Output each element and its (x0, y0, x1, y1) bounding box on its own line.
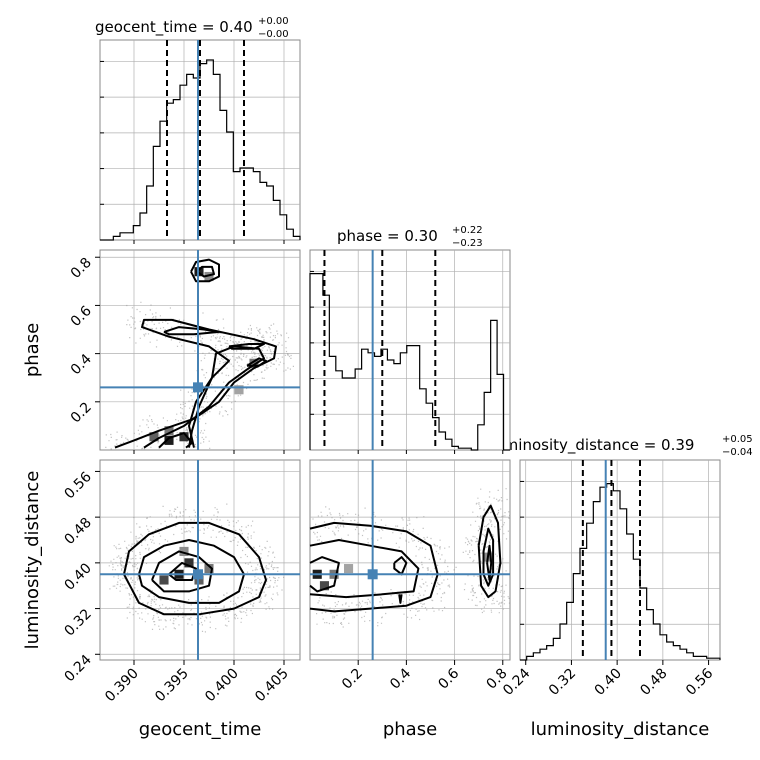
contour-geocent_time-luminosity_distance-0 (123, 521, 267, 616)
ytick-label-luminosity_distance-3: 0.48 (61, 515, 94, 548)
xtick-label-luminosity_distance-3: 0.48 (637, 666, 670, 699)
panel-frame-geocent_time-phase (99, 249, 301, 451)
hist-1d-phase (309, 273, 510, 451)
ytick-label-luminosity_distance-0: 0.24 (61, 652, 94, 685)
xlabel-luminosity-distance: luminosity_distance (531, 719, 710, 740)
ytick-label-phase-2: 0.6 (68, 303, 95, 330)
xtick-label-luminosity_distance-4: 0.56 (683, 665, 716, 698)
xtick-label-phase-1: 0.4 (387, 665, 414, 692)
title-phase-sub: −0.23 (452, 238, 483, 249)
contour-phase-luminosity_distance-3 (393, 556, 408, 576)
ytick-label-luminosity_distance-2: 0.40 (61, 560, 94, 593)
title-geocent-time-sup: +0.00 (258, 16, 289, 27)
title-luminosity-distance-sup: +0.05 (722, 434, 753, 445)
hist-2d-cell-geocent_time-phase-5 (204, 271, 214, 282)
xtick-label-phase-0: 0.2 (339, 666, 366, 693)
panel-frame-geocent_time-luminosity_distance (99, 459, 301, 661)
xtick-label-luminosity_distance-2: 0.40 (592, 666, 625, 699)
contour-geocent_time-luminosity_distance-2 (151, 550, 213, 593)
hist-2d-cell-geocent_time-phase-7 (234, 385, 244, 395)
contour-geocent_time-phase-4 (228, 343, 265, 350)
panel-frame-luminosity_distance (519, 459, 721, 661)
hist-1d-luminosity_distance (520, 483, 721, 661)
title-phase: phase = 0.30 (337, 227, 438, 245)
hist-2d-cell-geocent_time-luminosity_distance-2 (159, 575, 169, 585)
title-geocent-time: geocent_time = 0.40 (95, 18, 253, 37)
hist-2d-cell-geocent_time-luminosity_distance-0 (184, 558, 194, 568)
ylabel-phase: phase (22, 323, 43, 377)
hist-2d-cell-geocent_time-phase-2 (179, 432, 189, 442)
panels-layer: 0.390 0.395 0.400 0.405 0.2 0.4 0.6 0.8 0.24 0.32… (61, 39, 721, 706)
contour-geocent_time-phase-1 (143, 345, 265, 449)
contour-phase-luminosity_distance-4 (477, 504, 502, 599)
hist-2d-cell-geocent_time-phase-0 (149, 432, 159, 442)
hist-2d-cell-geocent_time-phase-3 (164, 426, 174, 436)
title-luminosity-distance: luminosity_distance = 0.39 (490, 436, 694, 455)
xtick-label-luminosity_distance-0: 0.24 (500, 665, 533, 698)
hist-2d-cell-geocent_time-phase-1 (164, 435, 174, 445)
xtick-label-geocent_time-1: 0.395 (152, 666, 192, 706)
contour-geocent_time-phase-2 (158, 432, 193, 449)
hist-2d-cell-phase-luminosity_distance-3 (344, 564, 354, 574)
xtick-label-luminosity_distance-1: 0.32 (546, 666, 579, 699)
density-points-geocent_time-phase (105, 301, 294, 450)
contour-phase-luminosity_distance-7 (398, 594, 403, 604)
title-geocent-time-sub: −0.00 (258, 29, 289, 40)
title-phase-sup: +0.22 (452, 225, 483, 236)
contour-geocent_time-phase-3 (163, 326, 220, 336)
truth-marker-phase-luminosity_distance (367, 569, 378, 580)
ytick-label-phase-3: 0.8 (68, 255, 95, 282)
hist-2d-cell-phase-luminosity_distance-1 (319, 581, 330, 591)
ytick-label-phase-1: 0.4 (68, 351, 95, 378)
contour-geocent_time-phase-7 (196, 265, 215, 278)
hist-2d-cell-geocent_time-luminosity_distance-5 (179, 546, 189, 556)
contour-geocent_time-phase-5 (246, 357, 267, 367)
ytick-label-luminosity_distance-1: 0.32 (61, 606, 94, 639)
hist-2d-cell-geocent_time-phase-6 (249, 358, 259, 368)
truth-marker-geocent_time-phase (193, 382, 203, 393)
truth-marker-geocent_time-luminosity_distance (193, 569, 203, 580)
title-luminosity-distance-sub: −0.04 (722, 447, 753, 458)
hist-1d-geocent_time (100, 59, 301, 241)
xtick-label-geocent_time-0: 0.390 (102, 666, 142, 706)
ytick-label-phase-0: 0.2 (68, 399, 95, 426)
contour-phase-luminosity_distance-1 (309, 539, 420, 599)
ytick-label-luminosity_distance-4: 0.56 (61, 469, 94, 502)
xlabel-geocent-time: geocent_time (139, 719, 262, 740)
xtick-label-geocent_time-3: 0.405 (252, 666, 292, 706)
hist-2d-cell-geocent_time-luminosity_distance-4 (204, 564, 214, 574)
xlabel-phase: phase (383, 719, 437, 740)
xtick-label-phase-2: 0.6 (435, 665, 462, 692)
ylabel-luminosity-distance: luminosity_distance (22, 471, 43, 650)
panel-frame-phase (309, 249, 511, 451)
xtick-label-geocent_time-2: 0.400 (202, 666, 242, 706)
